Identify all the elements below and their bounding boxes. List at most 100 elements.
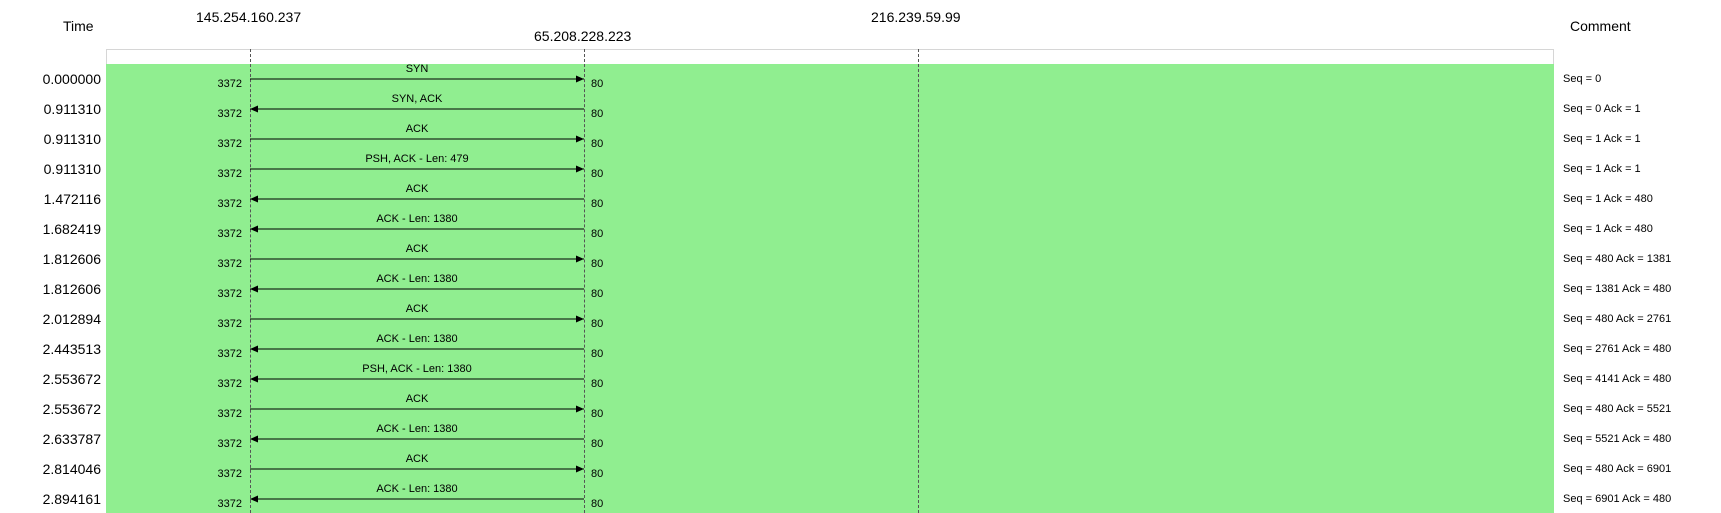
source-port: 3372: [217, 378, 242, 390]
flow-time: 2.443513: [42, 341, 101, 357]
destination-port: 80: [591, 78, 604, 90]
flow-label: ACK - Len: 1380: [376, 483, 458, 495]
destination-port: 80: [591, 318, 604, 330]
flow-comment: Seq = 1 Ack = 1: [1563, 163, 1641, 175]
arrow-right-icon: [250, 135, 584, 143]
arrow-left-icon: [250, 285, 584, 293]
flow-label: ACK: [405, 453, 429, 465]
flow-time: 2.894161: [42, 491, 101, 507]
flow-time: 2.633787: [42, 431, 101, 447]
arrow-right-icon: [250, 75, 584, 83]
flow-comment: Seq = 2761 Ack = 480: [1563, 343, 1672, 355]
flow-time: 0.911310: [43, 161, 101, 177]
comment-column-header: Comment: [1570, 18, 1631, 34]
host-lifeline-145-254-160-237: [250, 49, 251, 513]
flow-row[interactable]: 0.911310 3372 80 ACK Seq = 1 Ack = 1: [0, 122, 1721, 152]
destination-port: 80: [591, 258, 604, 270]
flow-label: PSH, ACK - Len: 479: [365, 153, 469, 165]
source-port: 3372: [217, 108, 242, 120]
flow-label: ACK: [405, 393, 429, 405]
destination-port: 80: [591, 168, 604, 180]
flow-label: ACK - Len: 1380: [376, 213, 458, 225]
arrow-left-icon: [250, 435, 584, 443]
flow-row[interactable]: 2.814046 3372 80 ACK Seq = 480 Ack = 6901: [0, 452, 1721, 482]
flow-label: ACK - Len: 1380: [376, 273, 458, 285]
arrow-left-icon: [250, 345, 584, 353]
source-port: 3372: [217, 468, 242, 480]
source-port: 3372: [217, 408, 242, 420]
arrow-left-icon: [250, 375, 584, 383]
flow-time: 1.812606: [42, 281, 101, 297]
host-lifeline-216-239-59-99: [918, 49, 919, 513]
flow-row[interactable]: 0.911310 3372 80 PSH, ACK - Len: 479 Seq = 1…: [0, 152, 1721, 182]
destination-port: 80: [591, 108, 604, 120]
flow-row[interactable]: 1.812606 3372 80 ACK - Len: 1380 Seq = 1381 …: [0, 272, 1721, 302]
arrow-right-icon: [250, 165, 584, 173]
flow-label: ACK: [405, 303, 429, 315]
destination-port: 80: [591, 468, 604, 480]
flow-label: ACK - Len: 1380: [376, 423, 458, 435]
flow-row[interactable]: 1.812606 3372 80 ACK Seq = 480 Ack = 1381: [0, 242, 1721, 272]
arrow-right-icon: [250, 405, 584, 413]
source-port: 3372: [217, 288, 242, 300]
host-lifeline-65-208-228-223: [584, 49, 585, 513]
destination-port: 80: [591, 288, 604, 300]
flow-time: 1.472116: [43, 191, 101, 207]
destination-port: 80: [591, 138, 604, 150]
flow-comment: Seq = 4141 Ack = 480: [1563, 373, 1672, 385]
flow-row[interactable]: 0.911310 3372 80 SYN, ACK Seq = 0 Ack = 1: [0, 92, 1721, 122]
destination-port: 80: [591, 438, 604, 450]
flow-row[interactable]: 2.553672 3372 80 ACK Seq = 480 Ack = 5521: [0, 392, 1721, 422]
source-port: 3372: [217, 78, 242, 90]
destination-port: 80: [591, 408, 604, 420]
flow-label: ACK: [405, 123, 429, 135]
flow-time: 1.812606: [42, 251, 101, 267]
flow-row[interactable]: 0.000000 3372 80 SYN Seq = 0: [0, 62, 1721, 92]
arrow-left-icon: [250, 495, 584, 503]
source-port: 3372: [217, 258, 242, 270]
flow-comment: Seq = 1 Ack = 1: [1563, 133, 1641, 145]
source-port: 3372: [217, 198, 242, 210]
flow-time: 0.911310: [43, 101, 101, 117]
source-port: 3372: [217, 168, 242, 180]
destination-port: 80: [591, 498, 604, 510]
flow-row[interactable]: 2.012894 3372 80 ACK Seq = 480 Ack = 2761: [0, 302, 1721, 332]
flow-row[interactable]: 2.443513 3372 80 ACK - Len: 1380 Seq = 2761 …: [0, 332, 1721, 362]
flow-time: 0.000000: [42, 71, 101, 87]
flow-comment: Seq = 0: [1563, 73, 1602, 85]
flow-time: 2.012894: [42, 311, 101, 327]
arrow-left-icon: [250, 195, 584, 203]
flow-time: 2.553672: [42, 371, 101, 387]
flow-row[interactable]: 1.682419 3372 80 ACK - Len: 1380 Seq = 1 Ack…: [0, 212, 1721, 242]
source-port: 3372: [217, 438, 242, 450]
flow-time: 2.553672: [42, 401, 101, 417]
source-port: 3372: [217, 498, 242, 510]
flow-label: ACK - Len: 1380: [376, 333, 458, 345]
flow-row[interactable]: 2.553672 3372 80 PSH, ACK - Len: 1380 Seq = …: [0, 362, 1721, 392]
flow-label: SYN: [405, 63, 429, 75]
flow-comment: Seq = 1381 Ack = 480: [1563, 283, 1672, 295]
flow-label: ACK: [405, 183, 429, 195]
arrow-right-icon: [250, 315, 584, 323]
flow-comment: Seq = 0 Ack = 1: [1563, 103, 1641, 115]
flow-comment: Seq = 6901 Ack = 480: [1563, 493, 1672, 505]
flow-label: ACK: [405, 243, 429, 255]
destination-port: 80: [591, 228, 604, 240]
source-port: 3372: [217, 228, 242, 240]
arrow-right-icon: [250, 255, 584, 263]
flow-row[interactable]: 1.472116 3372 80 ACK Seq = 1 Ack = 480: [0, 182, 1721, 212]
source-port: 3372: [217, 318, 242, 330]
source-port: 3372: [217, 138, 242, 150]
source-port: 3372: [217, 348, 242, 360]
flow-label: PSH, ACK - Len: 1380: [362, 363, 472, 375]
flow-time: 0.911310: [43, 131, 101, 147]
flow-row[interactable]: 2.633787 3372 80 ACK - Len: 1380 Seq = 5521 …: [0, 422, 1721, 452]
arrow-left-icon: [250, 105, 584, 113]
flow-comment: Seq = 480 Ack = 1381: [1563, 253, 1672, 265]
destination-port: 80: [591, 348, 604, 360]
destination-port: 80: [591, 198, 604, 210]
flow-row[interactable]: 2.894161 3372 80 ACK - Len: 1380 Seq = 6901 …: [0, 482, 1721, 512]
time-column-header: Time: [63, 18, 94, 34]
graph-canvas-header-strip: [106, 49, 1554, 64]
